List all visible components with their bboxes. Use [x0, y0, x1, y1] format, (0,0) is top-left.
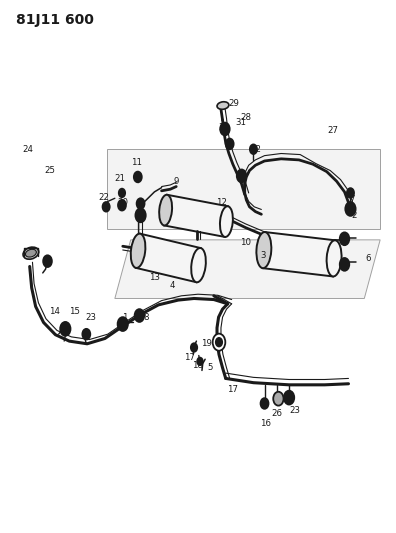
Ellipse shape — [131, 233, 145, 268]
Ellipse shape — [25, 249, 36, 257]
Circle shape — [261, 398, 268, 409]
Text: 7: 7 — [350, 196, 355, 204]
Text: 18: 18 — [192, 361, 204, 369]
Circle shape — [284, 391, 294, 405]
Ellipse shape — [191, 248, 206, 282]
Text: 25: 25 — [44, 166, 55, 175]
Bar — [263, 232, 335, 277]
Text: 11: 11 — [131, 158, 142, 167]
Ellipse shape — [220, 206, 233, 237]
Text: 14: 14 — [49, 308, 60, 316]
Text: 29: 29 — [228, 100, 239, 108]
Circle shape — [220, 123, 230, 135]
Text: 22: 22 — [98, 193, 109, 201]
Circle shape — [226, 139, 234, 149]
Bar — [164, 195, 228, 237]
Circle shape — [137, 198, 145, 209]
Circle shape — [60, 322, 70, 336]
Text: 5: 5 — [207, 364, 213, 372]
Circle shape — [340, 258, 349, 271]
Text: 17: 17 — [184, 353, 195, 361]
Circle shape — [345, 202, 356, 216]
Text: 17: 17 — [227, 385, 238, 393]
Text: 19: 19 — [201, 340, 212, 348]
Text: 4: 4 — [169, 281, 175, 289]
Ellipse shape — [327, 240, 342, 277]
Text: 32: 32 — [250, 145, 261, 154]
Circle shape — [118, 317, 128, 331]
Circle shape — [43, 255, 52, 267]
Text: 10: 10 — [240, 238, 251, 247]
Circle shape — [213, 334, 225, 351]
Polygon shape — [115, 240, 380, 298]
Circle shape — [134, 172, 142, 182]
Text: 23: 23 — [289, 406, 301, 415]
Text: 2: 2 — [352, 212, 357, 220]
Text: 30: 30 — [218, 124, 229, 132]
Text: 28: 28 — [240, 113, 251, 122]
Text: 21: 21 — [114, 174, 125, 183]
Ellipse shape — [217, 102, 229, 109]
Circle shape — [340, 232, 349, 245]
Text: 8: 8 — [144, 313, 149, 321]
Text: 26: 26 — [272, 409, 283, 417]
Text: 23: 23 — [86, 313, 97, 321]
Text: 9: 9 — [173, 177, 179, 185]
Text: 16: 16 — [260, 419, 271, 428]
Bar — [136, 234, 201, 282]
Text: 12: 12 — [216, 198, 227, 207]
Polygon shape — [107, 149, 380, 229]
Text: 20: 20 — [117, 198, 128, 207]
Circle shape — [103, 202, 110, 212]
Circle shape — [135, 309, 144, 322]
Ellipse shape — [23, 247, 39, 259]
Circle shape — [135, 208, 146, 222]
Text: 24: 24 — [22, 145, 33, 154]
Text: 81J11 600: 81J11 600 — [16, 13, 94, 27]
Circle shape — [119, 189, 125, 197]
Text: 13: 13 — [149, 273, 160, 281]
Text: 27: 27 — [327, 126, 338, 135]
Text: 31: 31 — [235, 118, 246, 127]
Text: 1: 1 — [122, 313, 128, 321]
Circle shape — [191, 343, 197, 352]
Circle shape — [118, 200, 126, 211]
Text: 15: 15 — [69, 308, 80, 316]
Circle shape — [82, 329, 90, 340]
Text: 3: 3 — [261, 252, 266, 260]
Circle shape — [347, 188, 354, 198]
Text: 6: 6 — [366, 254, 371, 263]
Ellipse shape — [159, 195, 172, 225]
Circle shape — [250, 144, 257, 154]
Ellipse shape — [256, 232, 271, 268]
Circle shape — [216, 338, 222, 346]
Circle shape — [273, 392, 284, 406]
Circle shape — [197, 358, 203, 365]
Circle shape — [237, 169, 246, 182]
